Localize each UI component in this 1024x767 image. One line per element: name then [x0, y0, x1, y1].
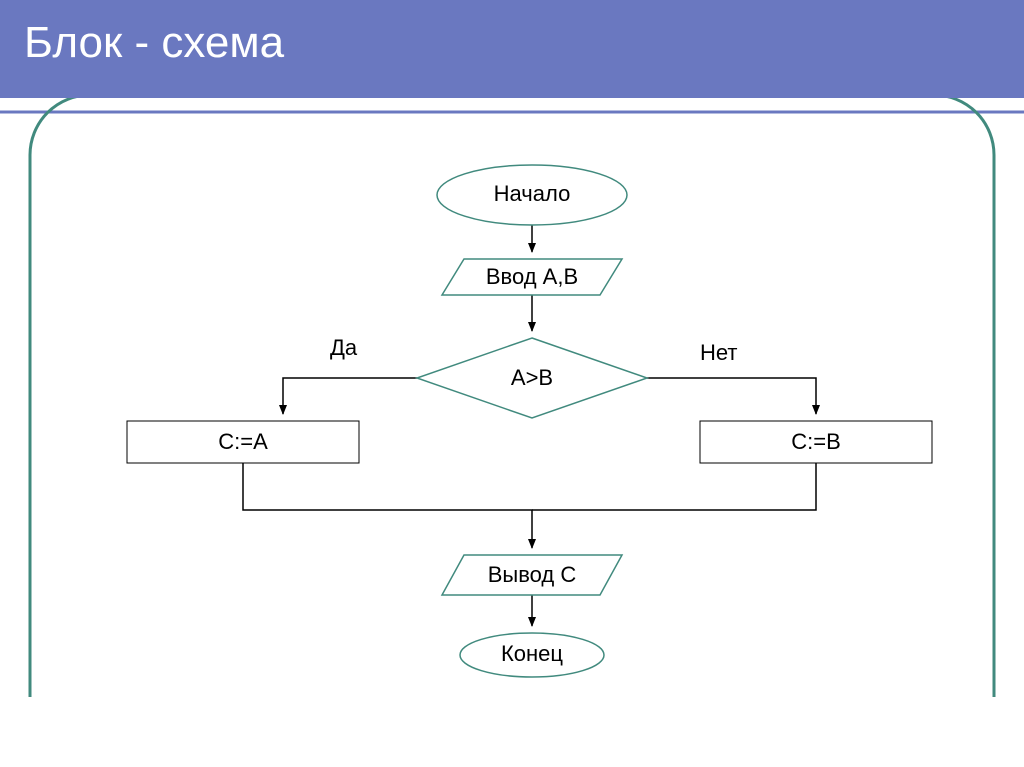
node-label-input: Ввод А,В [486, 264, 578, 289]
node-label-decision: A>B [511, 365, 553, 390]
edge-dec_left [283, 378, 417, 414]
edge-left_merge [243, 463, 532, 548]
edge-right_merge [532, 463, 816, 510]
node-label-procB: С:=В [791, 429, 841, 454]
edge-label-dec_left: Да [330, 335, 358, 360]
node-label-output: Вывод С [488, 562, 577, 587]
diagram-svg: Начало Ввод А,В A>B С:=А С:=В Вывод С Конец Да… [0, 0, 1024, 767]
edge-dec_right [647, 378, 816, 414]
edge-label-dec_right: Нет [700, 340, 737, 365]
mask-bottom [0, 697, 1024, 767]
slide-canvas: Начало Ввод А,В A>B С:=А С:=В Вывод С Конец Да… [0, 0, 1024, 767]
node-label-procA: С:=А [218, 429, 268, 454]
nodes: Начало Ввод А,В A>B С:=А С:=В Вывод С Конец [127, 165, 932, 677]
node-label-start: Начало [494, 181, 571, 206]
node-label-end: Конец [501, 641, 563, 666]
slide-title: Блок - схема [24, 18, 284, 68]
